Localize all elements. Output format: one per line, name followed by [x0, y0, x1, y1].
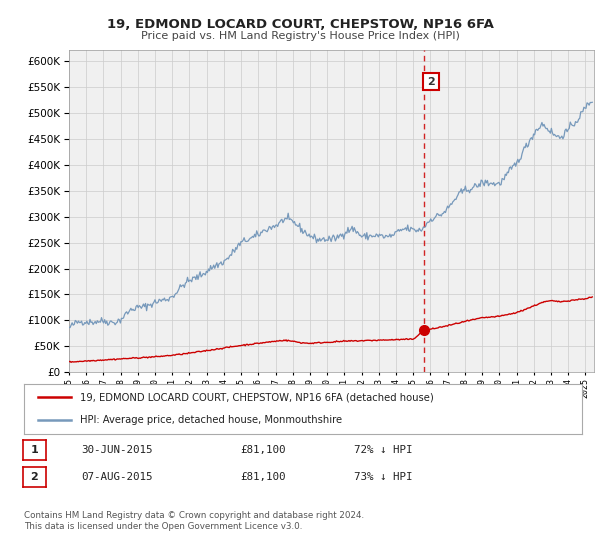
Text: 2: 2 [31, 472, 38, 482]
Text: 72% ↓ HPI: 72% ↓ HPI [354, 445, 413, 455]
Text: This data is licensed under the Open Government Licence v3.0.: This data is licensed under the Open Gov… [24, 522, 302, 531]
Text: £81,100: £81,100 [240, 472, 286, 482]
Text: £81,100: £81,100 [240, 445, 286, 455]
Text: 2: 2 [427, 77, 435, 87]
Text: 19, EDMOND LOCARD COURT, CHEPSTOW, NP16 6FA (detached house): 19, EDMOND LOCARD COURT, CHEPSTOW, NP16 … [80, 392, 434, 402]
Text: 73% ↓ HPI: 73% ↓ HPI [354, 472, 413, 482]
Text: 30-JUN-2015: 30-JUN-2015 [81, 445, 152, 455]
Text: 07-AUG-2015: 07-AUG-2015 [81, 472, 152, 482]
Text: Price paid vs. HM Land Registry's House Price Index (HPI): Price paid vs. HM Land Registry's House … [140, 31, 460, 41]
Text: 19, EDMOND LOCARD COURT, CHEPSTOW, NP16 6FA: 19, EDMOND LOCARD COURT, CHEPSTOW, NP16 … [107, 18, 493, 31]
Text: 1: 1 [31, 445, 38, 455]
Text: Contains HM Land Registry data © Crown copyright and database right 2024.: Contains HM Land Registry data © Crown c… [24, 511, 364, 520]
Text: HPI: Average price, detached house, Monmouthshire: HPI: Average price, detached house, Monm… [80, 416, 342, 426]
